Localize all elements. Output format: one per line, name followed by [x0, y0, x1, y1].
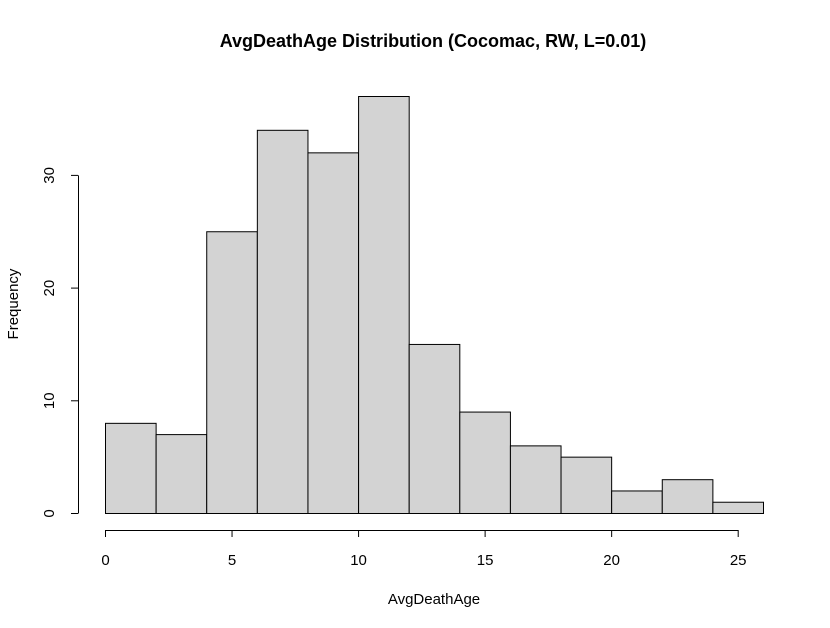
histogram-bar-0	[105, 422, 157, 514]
histogram-bar-4	[307, 152, 360, 514]
x-tick-label: 10	[350, 552, 367, 569]
histogram-bar-6	[408, 343, 461, 514]
histogram-bar-12	[712, 501, 765, 515]
chart-title: AvgDeathAge Distribution (Cocomac, RW, L…	[220, 31, 647, 51]
y-tick-label: 20	[41, 280, 58, 297]
bars-group	[105, 96, 765, 515]
histogram-bar-7	[459, 411, 511, 514]
y-tick-label: 0	[41, 509, 58, 517]
histogram-bar-9	[560, 456, 613, 515]
histogram-bar-2	[206, 231, 258, 514]
histogram-bar-3	[256, 129, 309, 514]
y-tick-label: 30	[41, 167, 58, 184]
x-axis: 0 5 10 15 20 25	[101, 530, 747, 569]
x-axis-label: AvgDeathAge	[388, 591, 480, 608]
x-tick-label: 25	[730, 552, 747, 569]
histogram-bar-11	[661, 479, 714, 514]
x-tick-label: 0	[101, 552, 109, 569]
y-axis: 0 10 20 30	[41, 167, 79, 518]
x-tick-label: 15	[477, 552, 494, 569]
x-tick-label: 20	[603, 552, 620, 569]
y-tick-label: 10	[41, 392, 58, 409]
x-tick-label: 5	[228, 552, 236, 569]
histogram-bar-5	[358, 96, 410, 514]
histogram-bar-1	[155, 434, 208, 514]
histogram-bar-8	[509, 445, 562, 515]
y-axis-label: Frequency	[5, 268, 22, 339]
histogram-bar-10	[611, 490, 663, 515]
